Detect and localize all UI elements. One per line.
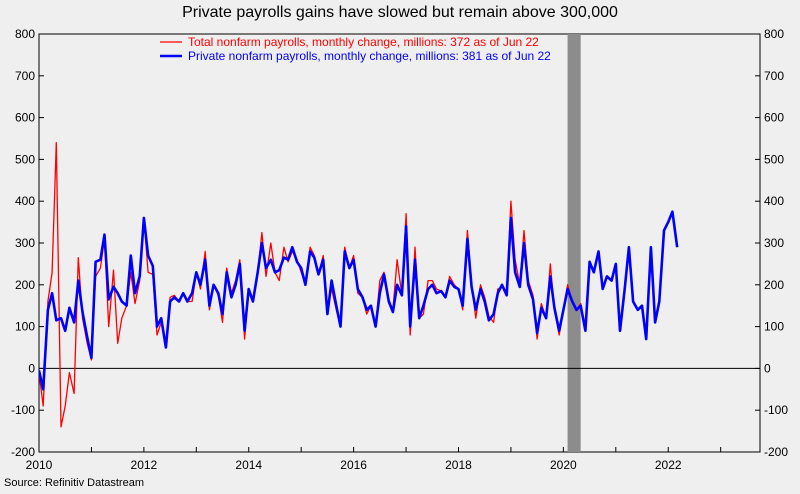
y-tick-label-left: 300	[15, 236, 35, 250]
y-tick-label-right: 500	[764, 152, 784, 166]
y-tick-label-left: -200	[11, 445, 35, 459]
y-tick-label-right: 300	[764, 236, 784, 250]
y-tick-label-right: 100	[764, 320, 784, 334]
y-tick-label-right: 800	[764, 27, 784, 41]
legend-label-private: Private nonfarm payrolls, monthly change…	[188, 49, 551, 63]
y-tick-label-left: -100	[11, 403, 35, 417]
y-tick-label-left: 0	[28, 361, 35, 375]
x-tick-label: 2022	[655, 458, 682, 472]
y-tick-label-right: 700	[764, 69, 784, 83]
y-tick-label-right: -100	[764, 403, 788, 417]
series-line-private-nonfarm	[39, 210, 679, 391]
x-tick-label: 2012	[131, 458, 158, 472]
y-tick-label-right: 600	[764, 111, 784, 125]
source-note: Source: Refinitiv Datastream	[4, 477, 144, 489]
y-tick-label-left: 500	[15, 152, 35, 166]
y-tick-label-right: 200	[764, 278, 784, 292]
y-tick-label-left: 200	[15, 278, 35, 292]
recession-band	[567, 34, 581, 452]
x-tick-label: 2014	[235, 458, 262, 472]
y-tick-label-left: 700	[15, 69, 35, 83]
chart-title: Private payrolls gains have slowed but r…	[182, 4, 618, 21]
x-tick-label: 2016	[340, 458, 367, 472]
y-tick-label-right: -200	[764, 445, 788, 459]
x-tick-label: 2010	[26, 458, 53, 472]
x-tick-label: 2020	[550, 458, 577, 472]
y-tick-label-right: 400	[764, 194, 784, 208]
y-tick-label-left: 800	[15, 27, 35, 41]
y-tick-label-left: 100	[15, 320, 35, 334]
x-tick-label: 2018	[445, 458, 472, 472]
y-tick-label-left: 400	[15, 194, 35, 208]
y-tick-label-right: 0	[764, 361, 771, 375]
legend-label-total: Total nonfarm payrolls, monthly change, …	[188, 35, 539, 49]
y-tick-label-left: 600	[15, 111, 35, 125]
